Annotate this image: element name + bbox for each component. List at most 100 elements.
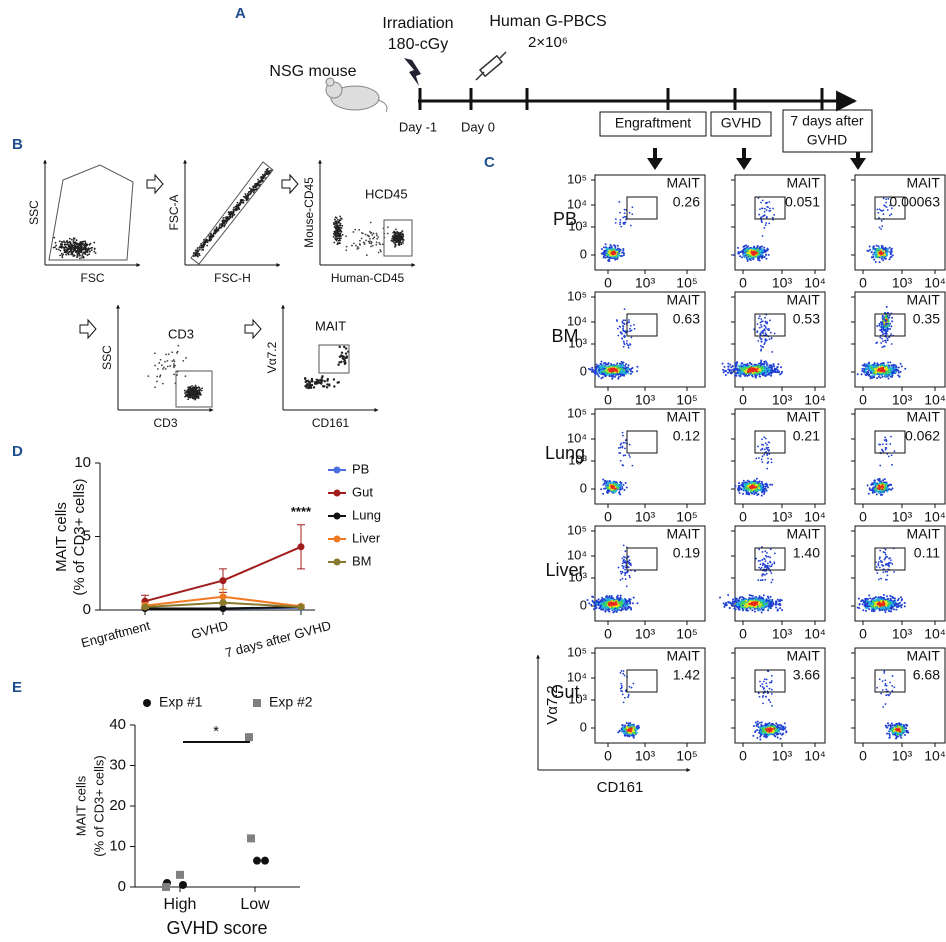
event-dot xyxy=(764,249,767,252)
event-dot xyxy=(359,239,361,242)
event-dot xyxy=(771,351,774,353)
event-dot xyxy=(372,237,375,240)
event-dot xyxy=(628,319,630,321)
event-dot xyxy=(769,331,772,334)
event-dot xyxy=(619,325,622,328)
event-dot xyxy=(743,256,746,259)
event-dot xyxy=(68,246,71,249)
event-dot xyxy=(333,385,336,388)
event-dot xyxy=(614,375,617,378)
event-dot xyxy=(633,327,636,330)
event-dot xyxy=(176,374,179,376)
event-dot xyxy=(760,216,763,219)
event-dot xyxy=(75,242,78,245)
event-dot xyxy=(391,240,394,243)
event-dot xyxy=(375,241,378,244)
y-tick-label: 10⁵ xyxy=(567,171,587,186)
event-dot xyxy=(888,246,891,249)
event-dot xyxy=(202,248,205,251)
event-dot xyxy=(344,347,348,350)
plot-frame xyxy=(594,174,706,271)
event-dot xyxy=(607,254,610,257)
x-tick-label: 0 xyxy=(604,392,612,408)
event-dot xyxy=(334,238,337,241)
x-tick-label: 10³ xyxy=(772,275,793,291)
y-tick-label: 0 xyxy=(580,363,587,378)
event-dot xyxy=(171,360,174,362)
event-dot xyxy=(209,233,212,235)
event-dot xyxy=(72,239,75,241)
event-dot xyxy=(371,244,374,247)
event-dot xyxy=(758,315,761,317)
event-dot xyxy=(878,216,880,219)
event-dot xyxy=(772,362,775,365)
event-dot xyxy=(241,201,244,204)
event-dot xyxy=(730,369,733,372)
event-dot xyxy=(192,388,195,391)
event-dot xyxy=(624,319,627,322)
event-dot xyxy=(188,390,191,392)
event-dot xyxy=(727,365,730,368)
event-dot xyxy=(614,218,617,220)
event-dot xyxy=(362,241,365,244)
event-dot xyxy=(370,241,373,244)
event-dot xyxy=(64,241,66,244)
mouse-label: NSG mouse xyxy=(269,63,356,80)
event-dot xyxy=(614,222,617,224)
event-dot xyxy=(158,362,161,364)
event-dot xyxy=(739,255,742,258)
event-dot xyxy=(619,221,622,224)
event-dot xyxy=(336,231,339,233)
event-dot xyxy=(878,226,881,229)
x-tick-label: 10⁵ xyxy=(676,275,697,291)
gate-value: 0.63 xyxy=(673,311,700,327)
event-dot xyxy=(93,247,96,250)
event-dot xyxy=(612,253,615,256)
panel-label: C xyxy=(484,154,495,171)
event-dot xyxy=(761,330,764,332)
event-dot xyxy=(749,371,752,374)
event-dot xyxy=(623,368,626,371)
event-dot xyxy=(160,364,163,367)
event-dot xyxy=(337,235,340,237)
event-dot xyxy=(882,213,885,215)
event-dot xyxy=(333,230,336,233)
event-dot xyxy=(82,242,84,245)
event-dot xyxy=(878,261,881,264)
event-dot xyxy=(400,231,402,234)
event-dot xyxy=(340,360,343,364)
event-dot xyxy=(231,216,234,219)
event-dot xyxy=(257,184,260,187)
event-dot xyxy=(76,256,78,259)
event-dot xyxy=(591,368,594,371)
event-dot xyxy=(624,363,627,366)
gate-label: MAIT xyxy=(787,292,821,308)
x-tick-label: 10⁴ xyxy=(924,392,946,408)
event-dot xyxy=(627,367,630,370)
event-dot xyxy=(746,257,749,260)
event-dot xyxy=(147,375,150,378)
event-dot xyxy=(612,370,615,373)
flow-arrow xyxy=(79,318,97,340)
axis-label: SSC xyxy=(27,200,41,225)
event-dot xyxy=(765,257,768,260)
event-dot xyxy=(757,339,760,342)
event-dot xyxy=(623,343,626,346)
event-dot xyxy=(336,381,339,384)
event-dot xyxy=(188,394,190,397)
event-dot xyxy=(376,238,379,240)
event-dot xyxy=(82,247,85,249)
event-dot xyxy=(888,214,891,217)
event-dot xyxy=(733,374,736,377)
event-dot xyxy=(624,364,627,367)
event-dot xyxy=(629,343,632,346)
event-dot xyxy=(219,223,221,226)
event-dot xyxy=(628,211,631,214)
event-dot xyxy=(733,253,736,256)
event-dot xyxy=(76,252,79,255)
event-dot xyxy=(604,243,607,246)
event-dot xyxy=(364,233,367,236)
event-dot xyxy=(770,367,773,370)
event-dot xyxy=(767,368,770,371)
